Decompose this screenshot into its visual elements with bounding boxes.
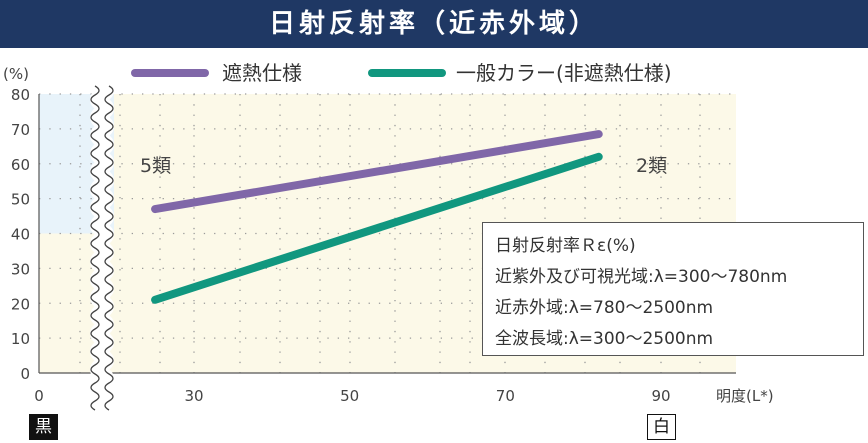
info-line-4: 全波長域:λ=300〜2500nm	[495, 329, 714, 349]
info-line-3: 近赤外域:λ=780〜2500nm	[495, 298, 714, 318]
x-axis-label: 明度(L*)	[716, 387, 774, 405]
y-tick-label: 0	[20, 365, 30, 383]
y-tick-label: 30	[11, 260, 30, 278]
legend-label-1: 遮熱仕様	[222, 61, 302, 85]
y-tick-label: 60	[11, 156, 30, 174]
series-line-1	[151, 130, 603, 214]
info-line-2: 近紫外及び可視光域:λ=300〜780nm	[495, 267, 788, 287]
x-tick-label: 90	[651, 387, 670, 405]
region-label-2: 2類	[636, 155, 667, 177]
badge-black: 黒	[29, 414, 58, 440]
info-box: 日射反射率Ｒε(%) 近紫外及び可視光域:λ=300〜780nm 近赤外域:λ=…	[482, 222, 864, 356]
y-tick-label: 80	[11, 86, 30, 104]
axis-break-band	[90, 79, 114, 417]
x-tick-label: 70	[496, 387, 515, 405]
legend-label-2: 一般カラー(非遮熱仕様)	[456, 61, 672, 85]
y-tick-label: 40	[11, 226, 30, 244]
region-label-1: 5類	[140, 155, 171, 177]
x-tick-label: 30	[184, 387, 203, 405]
y-tick-label: 50	[11, 191, 30, 209]
series-line-2	[151, 152, 603, 304]
y-tick-label: 20	[11, 295, 30, 313]
y-tick-label: 10	[11, 330, 30, 348]
axis-break-line-right	[104, 85, 114, 411]
x-tick-label: 0	[34, 387, 44, 405]
info-line-1: 日射反射率Ｒε(%)	[495, 236, 636, 256]
axis-break-line-left	[90, 85, 100, 411]
y-axis-label: (%)	[3, 65, 29, 83]
chart-title: 日射反射率（近赤外域）	[0, 0, 868, 48]
y-tick-label: 70	[11, 121, 30, 139]
x-tick-label: 50	[340, 387, 359, 405]
badge-white: 白	[647, 414, 676, 440]
